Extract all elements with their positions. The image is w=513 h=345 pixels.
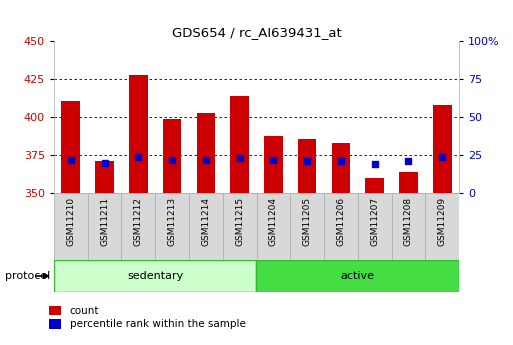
Bar (62, 101, 80, 193)
FancyBboxPatch shape (358, 193, 391, 260)
Bar (196, 113, 215, 193)
FancyBboxPatch shape (324, 193, 358, 260)
FancyBboxPatch shape (223, 193, 256, 260)
FancyBboxPatch shape (88, 193, 122, 260)
Bar (365, 178, 384, 193)
Text: GSM11214: GSM11214 (201, 197, 210, 246)
Text: GSM11212: GSM11212 (134, 197, 143, 246)
Bar (163, 119, 182, 193)
FancyBboxPatch shape (290, 193, 324, 260)
Text: GSM11211: GSM11211 (100, 197, 109, 246)
FancyBboxPatch shape (425, 193, 459, 260)
Legend: count, percentile rank within the sample: count, percentile rank within the sample (49, 306, 246, 329)
Text: GSM11210: GSM11210 (66, 197, 75, 246)
FancyBboxPatch shape (256, 260, 459, 292)
Text: GSM11213: GSM11213 (168, 197, 176, 246)
Text: GSM11206: GSM11206 (337, 197, 345, 246)
Title: GDS654 / rc_AI639431_at: GDS654 / rc_AI639431_at (172, 26, 341, 39)
Text: GSM11205: GSM11205 (303, 197, 312, 246)
FancyBboxPatch shape (391, 193, 425, 260)
Text: GSM11208: GSM11208 (404, 197, 413, 246)
Text: GSM11207: GSM11207 (370, 197, 379, 246)
Bar (433, 105, 451, 193)
FancyBboxPatch shape (54, 193, 88, 260)
Text: GSM11209: GSM11209 (438, 197, 447, 246)
Bar (298, 139, 317, 193)
Bar (129, 75, 148, 193)
Bar (95, 161, 114, 193)
FancyBboxPatch shape (189, 193, 223, 260)
FancyBboxPatch shape (54, 260, 256, 292)
Text: protocol: protocol (5, 271, 50, 281)
Bar (331, 143, 350, 193)
Text: GSM11215: GSM11215 (235, 197, 244, 246)
FancyBboxPatch shape (122, 193, 155, 260)
FancyBboxPatch shape (256, 193, 290, 260)
Text: sedentary: sedentary (127, 271, 183, 281)
FancyBboxPatch shape (155, 193, 189, 260)
Text: active: active (341, 271, 375, 281)
Bar (399, 172, 418, 193)
Bar (230, 96, 249, 193)
Bar (264, 136, 283, 193)
Text: GSM11204: GSM11204 (269, 197, 278, 246)
